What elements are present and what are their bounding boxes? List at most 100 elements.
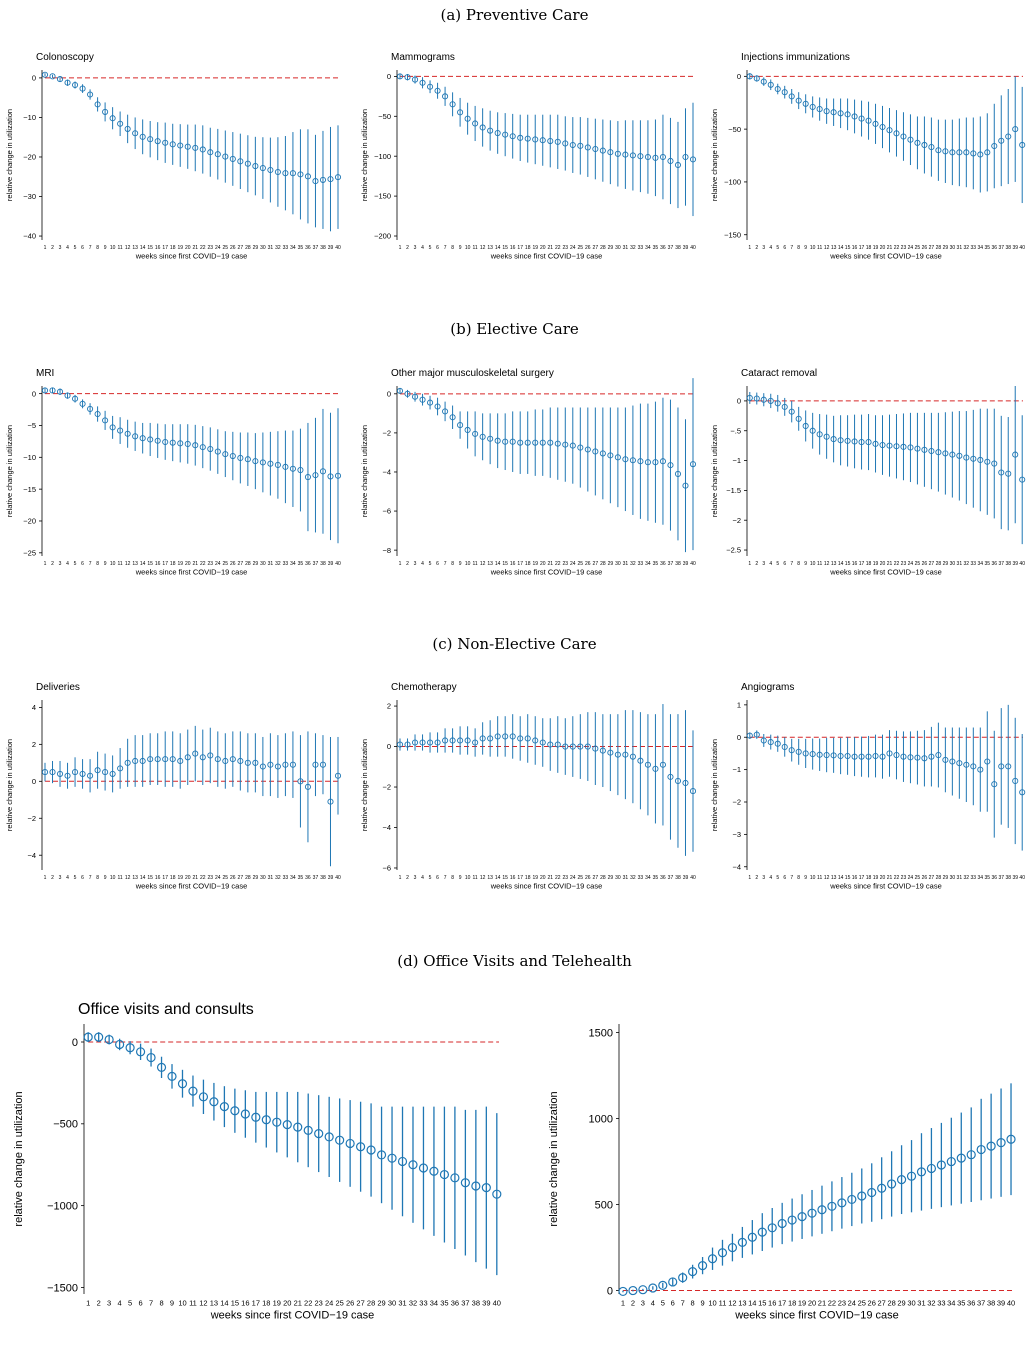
x-tick-label: 1 xyxy=(399,245,402,251)
y-tick-label: −2.5 xyxy=(726,546,741,555)
data-point xyxy=(865,439,872,446)
x-tick-label: 23 xyxy=(838,1299,846,1308)
data-point xyxy=(177,1079,188,1089)
data-point xyxy=(921,446,928,453)
x-tick-label: 34 xyxy=(947,1299,955,1308)
data-point xyxy=(629,753,636,760)
x-tick-label: 17 xyxy=(859,245,865,251)
data-point xyxy=(652,154,659,161)
y-tick-label: −6 xyxy=(382,864,391,873)
x-tick-label: 32 xyxy=(964,875,970,881)
data-point xyxy=(844,437,851,444)
data-point xyxy=(177,757,184,765)
data-point xyxy=(222,451,229,458)
x-tick-label: 3 xyxy=(414,245,417,251)
section-title-preventive: (a) Preventive Care xyxy=(440,6,589,24)
y-tick-label: −25 xyxy=(23,548,36,557)
data-point xyxy=(117,427,124,434)
y-tick-label: −2 xyxy=(382,783,391,792)
chart-colonoscopy: Colonoscopy 0 −10 −20 −30 −40 relative change … xyxy=(0,42,345,282)
y-tick-label: 500 xyxy=(595,1199,613,1211)
x-tick-label: 27 xyxy=(593,875,599,881)
x-tick-label: 2 xyxy=(406,561,409,567)
x-tick-label: 35 xyxy=(957,1299,965,1308)
data-point xyxy=(956,452,963,459)
x-tick-label: 35 xyxy=(653,245,659,251)
y-tick-label: 2 xyxy=(387,702,391,711)
data-point xyxy=(816,431,823,438)
data-point xyxy=(494,130,501,137)
y-tick-label: 1000 xyxy=(589,1113,613,1125)
y-tick-label: −150 xyxy=(724,230,741,239)
x-tick-label: 35 xyxy=(985,561,991,567)
data-point xyxy=(991,460,998,467)
data-point xyxy=(532,737,539,744)
data-point xyxy=(707,1254,718,1264)
y-axis-label: relative change in utilization xyxy=(13,1091,25,1226)
data-point xyxy=(240,1109,250,1119)
x-tick-label: 27 xyxy=(878,1299,886,1308)
data-point xyxy=(177,142,184,149)
y-tick-label: −500 xyxy=(53,1119,78,1131)
x-tick-label: 19 xyxy=(798,1299,806,1308)
data-point xyxy=(397,1156,408,1167)
x-tick-label: 38 xyxy=(1005,245,1011,251)
x-axis-label: weeks since first COVID−19 case xyxy=(135,882,248,891)
data-point xyxy=(64,79,71,86)
data-point xyxy=(946,1156,956,1167)
x-tick-label: 21 xyxy=(547,245,553,251)
data-point xyxy=(327,176,334,183)
x-tick-label: 21 xyxy=(192,875,198,881)
x-tick-label: 25 xyxy=(578,875,584,881)
data-point xyxy=(963,454,970,461)
x-tick-label: 13 xyxy=(738,1299,746,1308)
x-tick-label: 27 xyxy=(593,245,599,251)
data-point xyxy=(472,120,479,127)
x-tick-label: 12 xyxy=(125,245,131,251)
x-tick-label: 31 xyxy=(957,561,963,567)
x-tick-label: 19 xyxy=(873,875,879,881)
data-point xyxy=(199,146,206,153)
chart-title: Injections immunizations xyxy=(741,52,850,63)
y-tick-label: 0 xyxy=(737,733,741,742)
data-point xyxy=(404,74,411,81)
data-point xyxy=(199,754,206,761)
data-point xyxy=(539,739,546,746)
x-tick-label: 38 xyxy=(320,875,326,881)
data-point xyxy=(429,1166,439,1176)
data-point xyxy=(188,1086,198,1096)
data-point xyxy=(674,161,682,169)
x-tick-label: 9 xyxy=(459,561,462,567)
y-tick-label: −20 xyxy=(23,517,36,526)
x-tick-label: 5 xyxy=(429,561,432,567)
data-point xyxy=(49,73,56,80)
data-point xyxy=(851,438,858,445)
data-point xyxy=(1006,1134,1016,1144)
x-tick-label: 34 xyxy=(645,245,651,251)
x-tick-label: 7 xyxy=(89,245,92,251)
data-point xyxy=(434,739,441,746)
x-tick-label: 19 xyxy=(532,245,538,251)
chart-mammograms: Mammograms 0 −50 −100 −150 −200 relative chang… xyxy=(355,42,700,282)
x-tick-label: 2 xyxy=(51,875,54,881)
data-point xyxy=(79,400,86,407)
x-tick-label: 40 xyxy=(335,561,341,567)
data-point xyxy=(252,163,259,170)
x-tick-label: 39 xyxy=(482,1299,490,1308)
x-tick-label: 25 xyxy=(578,245,584,251)
x-tick-label: 2 xyxy=(755,875,758,881)
x-tick-label: 14 xyxy=(748,1299,756,1308)
y-tick-label: −3 xyxy=(732,830,741,839)
x-tick-label: 38 xyxy=(320,245,326,251)
x-tick-label: 3 xyxy=(762,875,765,881)
data-point xyxy=(464,426,471,434)
x-tick-label: 32 xyxy=(275,875,281,881)
data-point xyxy=(926,1163,937,1174)
x-tick-label: 5 xyxy=(128,1299,132,1308)
data-point xyxy=(629,457,636,464)
y-axis-label: relative change in utilization xyxy=(360,109,369,201)
x-tick-label: 18 xyxy=(170,245,176,251)
x-tick-label: 2 xyxy=(631,1299,635,1308)
y-tick-label: 0 xyxy=(737,72,741,81)
x-tick-label: 37 xyxy=(998,245,1004,251)
